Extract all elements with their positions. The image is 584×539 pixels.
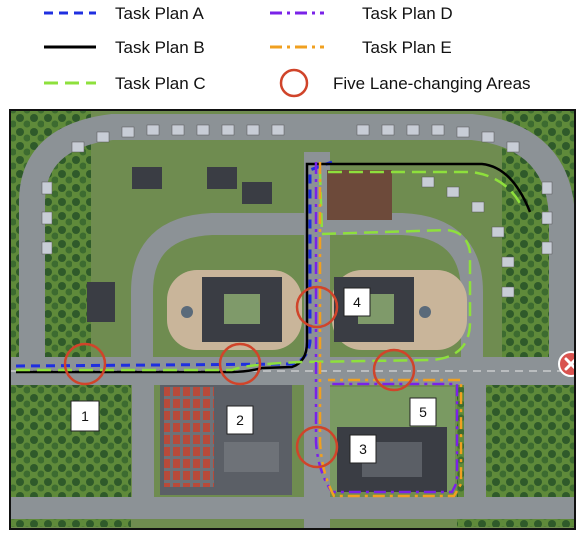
legend-label-plan-b: Task Plan B xyxy=(115,38,205,57)
road-south xyxy=(11,497,574,519)
legend-label-lane-areas: Five Lane-changing Areas xyxy=(333,74,531,93)
map-canvas: 1 2 3 4 5 xyxy=(11,111,574,528)
road-north-ring xyxy=(19,114,574,370)
route-plan-e xyxy=(318,162,463,498)
road-south-vertical-east xyxy=(464,385,486,497)
legend-label-plan-a: Task Plan A xyxy=(115,4,204,23)
route-plan-d xyxy=(314,162,459,494)
close-button[interactable] xyxy=(558,351,574,377)
legend-label-plan-e: Task Plan E xyxy=(362,38,452,57)
route-plan-b xyxy=(16,162,532,374)
area-label-box-4 xyxy=(343,287,371,317)
road-south-vertical-west xyxy=(132,385,154,497)
legend-symbol-lane-area xyxy=(279,68,309,98)
close-icon xyxy=(564,357,574,371)
area-label-2: 2 xyxy=(236,412,244,428)
lane-change-area-2 xyxy=(218,342,262,386)
map-view[interactable]: 1 2 3 4 5 xyxy=(9,109,576,530)
lane-change-area-3 xyxy=(295,425,339,469)
route-plan-c xyxy=(16,170,524,372)
legend-symbols xyxy=(44,11,324,98)
area-label-3: 3 xyxy=(359,441,367,457)
area-label-box-1 xyxy=(70,400,100,432)
buildings-northwest xyxy=(87,167,272,322)
area-label-4: 4 xyxy=(353,294,361,310)
area-label-box-5 xyxy=(409,397,437,427)
area-label-box-3 xyxy=(349,434,377,464)
area-label-box-2 xyxy=(226,405,254,435)
area-label-5: 5 xyxy=(419,404,427,420)
lane-change-area-5 xyxy=(372,348,416,392)
legend-label-plan-c: Task Plan C xyxy=(115,74,206,93)
lane-change-area-1 xyxy=(63,342,107,386)
map-legend: Task Plan A Task Plan B Task Plan C Task… xyxy=(0,0,584,104)
legend-label-plan-d: Task Plan D xyxy=(362,4,453,23)
lane-change-area-4 xyxy=(295,285,339,329)
area-label-1: 1 xyxy=(81,408,89,424)
garden-square xyxy=(327,170,392,220)
houses-north xyxy=(41,124,553,298)
